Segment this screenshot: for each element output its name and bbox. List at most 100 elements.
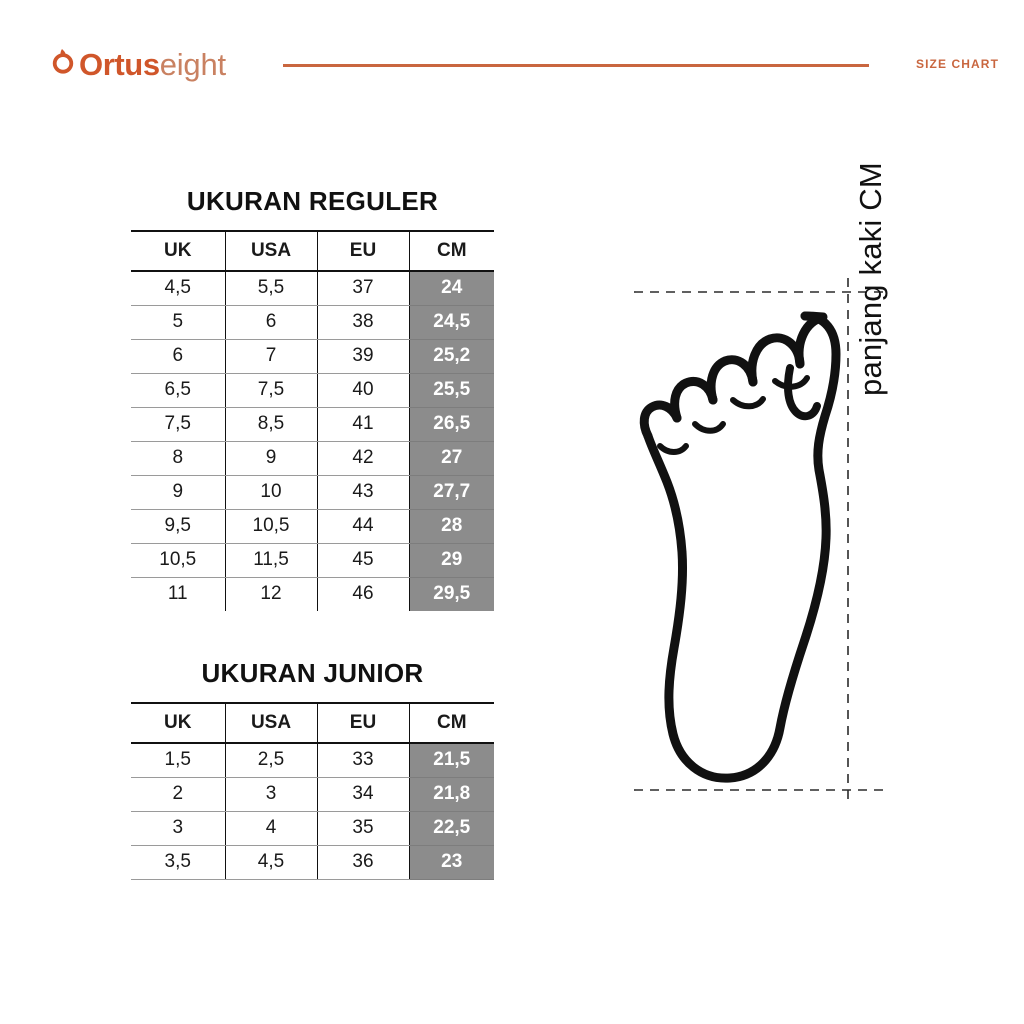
cell-cm: 22,5 [409, 811, 494, 846]
cell-cm: 23 [409, 845, 494, 880]
cell-uk: 2 [131, 777, 226, 812]
cell-cm: 29 [409, 543, 494, 578]
column-header-cm: CM [409, 702, 494, 744]
cell-usa: 2,5 [225, 743, 318, 778]
table-row: 9,5 10,5 44 28 [131, 509, 494, 544]
cell-eu: 38 [317, 305, 410, 340]
regular-size-table-block: UKURAN REGULER UK USA EU CM 4,5 5,5 37 24 5 6… [131, 186, 494, 611]
cell-usa: 5,5 [225, 271, 318, 306]
cell-eu: 40 [317, 373, 410, 408]
cell-eu: 37 [317, 271, 410, 306]
cell-cm: 25,5 [409, 373, 494, 408]
cell-eu: 46 [317, 577, 410, 611]
column-header-usa: USA [225, 702, 318, 744]
table-row: 8 9 42 27 [131, 441, 494, 476]
toe-detail-lines [657, 375, 810, 455]
table-row: 4,5 5,5 37 24 [131, 271, 494, 306]
junior-table-body: 1,5 2,5 33 21,5 2 3 34 21,8 3 4 35 22,5 3,5 4,5 36 23 [131, 743, 494, 880]
measurement-guide-lines [634, 278, 884, 804]
table-header-row: UK USA EU CM [131, 230, 494, 272]
cell-cm: 21,5 [409, 743, 494, 778]
table-row: 9 10 43 27,7 [131, 475, 494, 510]
cell-eu: 36 [317, 845, 410, 880]
junior-table-title: UKURAN JUNIOR [201, 658, 424, 688]
regular-table-title: UKURAN REGULER [186, 186, 439, 216]
cell-cm: 24,5 [409, 305, 494, 340]
column-header-eu: EU [317, 702, 410, 744]
cell-uk: 10,5 [131, 543, 226, 578]
cell-eu: 39 [317, 339, 410, 374]
cell-uk: 9 [131, 475, 226, 510]
cell-eu: 45 [317, 543, 410, 578]
table-header-row: UK USA EU CM [131, 702, 494, 744]
cell-cm: 26,5 [409, 407, 494, 442]
cell-uk: 5 [131, 305, 226, 340]
column-header-uk: UK [131, 702, 226, 744]
cell-cm: 28 [409, 509, 494, 544]
cell-cm: 29,5 [409, 577, 494, 611]
cell-usa: 9 [225, 441, 318, 476]
table-row: 11 12 46 29,5 [131, 577, 494, 611]
cell-usa: 11,5 [225, 543, 318, 578]
page-header: Ortus eight SIZE CHART [0, 0, 1024, 118]
cell-uk: 3 [131, 811, 226, 846]
column-header-eu: EU [317, 230, 410, 272]
column-header-uk: UK [131, 230, 226, 272]
cell-usa: 4 [225, 811, 318, 846]
cell-usa: 10 [225, 475, 318, 510]
table-row: 7,5 8,5 41 26,5 [131, 407, 494, 442]
foot-sole-outline [639, 311, 841, 783]
cell-cm: 25,2 [409, 339, 494, 374]
header-divider-rule [283, 64, 869, 67]
cell-uk: 7,5 [131, 407, 226, 442]
table-row: 3 4 35 22,5 [131, 811, 494, 846]
cell-eu: 35 [317, 811, 410, 846]
cell-uk: 11 [131, 577, 226, 611]
cell-usa: 3 [225, 777, 318, 812]
table-row: 2 3 34 21,8 [131, 777, 494, 812]
logo-text-eight: eight [159, 47, 226, 82]
cell-eu: 41 [317, 407, 410, 442]
cell-eu: 34 [317, 777, 410, 812]
table-row: 10,5 11,5 45 29 [131, 543, 494, 578]
cell-eu: 43 [317, 475, 410, 510]
logo-text-ortus: Ortus [79, 47, 160, 82]
cell-cm: 27,7 [409, 475, 494, 510]
cell-uk: 6 [131, 339, 226, 374]
cell-uk: 4,5 [131, 271, 226, 306]
cell-eu: 33 [317, 743, 410, 778]
junior-size-table: UK USA EU CM 1,5 2,5 33 21,5 2 3 34 21,8 3 4 35 22,… [131, 702, 494, 880]
cell-uk: 6,5 [131, 373, 226, 408]
foot-length-measurement-label: panjang kaki CM [853, 162, 888, 396]
table-row: 6 7 39 25,2 [131, 339, 494, 374]
cell-usa: 7 [225, 339, 318, 374]
table-row: 3,5 4,5 36 23 [131, 845, 494, 880]
table-row: 6,5 7,5 40 25,5 [131, 373, 494, 408]
cell-usa: 10,5 [225, 509, 318, 544]
size-chart-label: SIZE CHART [916, 57, 999, 71]
cell-uk: 8 [131, 441, 226, 476]
cell-uk: 1,5 [131, 743, 226, 778]
cell-cm: 27 [409, 441, 494, 476]
cell-usa: 6 [225, 305, 318, 340]
cell-uk: 3,5 [131, 845, 226, 880]
cell-usa: 7,5 [225, 373, 318, 408]
cell-usa: 4,5 [225, 845, 318, 880]
table-row: 5 6 38 24,5 [131, 305, 494, 340]
ortuseight-o-mark-icon [48, 48, 78, 79]
column-header-usa: USA [225, 230, 318, 272]
column-header-cm: CM [409, 230, 494, 272]
junior-size-table-block: UKURAN JUNIOR UK USA EU CM 1,5 2,5 33 21,5 2… [131, 658, 494, 880]
cell-uk: 9,5 [131, 509, 226, 544]
cell-cm: 24 [409, 271, 494, 306]
cell-eu: 42 [317, 441, 410, 476]
big-toe-inner-line [784, 364, 821, 421]
cell-usa: 8,5 [225, 407, 318, 442]
regular-size-table: UK USA EU CM 4,5 5,5 37 24 5 6 38 24,5 6 7 39 25,2 6… [131, 230, 494, 611]
table-row: 1,5 2,5 33 21,5 [131, 743, 494, 778]
foot-measurement-diagram [612, 276, 1012, 806]
cell-cm: 21,8 [409, 777, 494, 812]
brand-logo: Ortus eight [48, 44, 226, 84]
regular-table-body: 4,5 5,5 37 24 5 6 38 24,5 6 7 39 25,2 6,5 7,5 40 25,5 7,… [131, 271, 494, 611]
